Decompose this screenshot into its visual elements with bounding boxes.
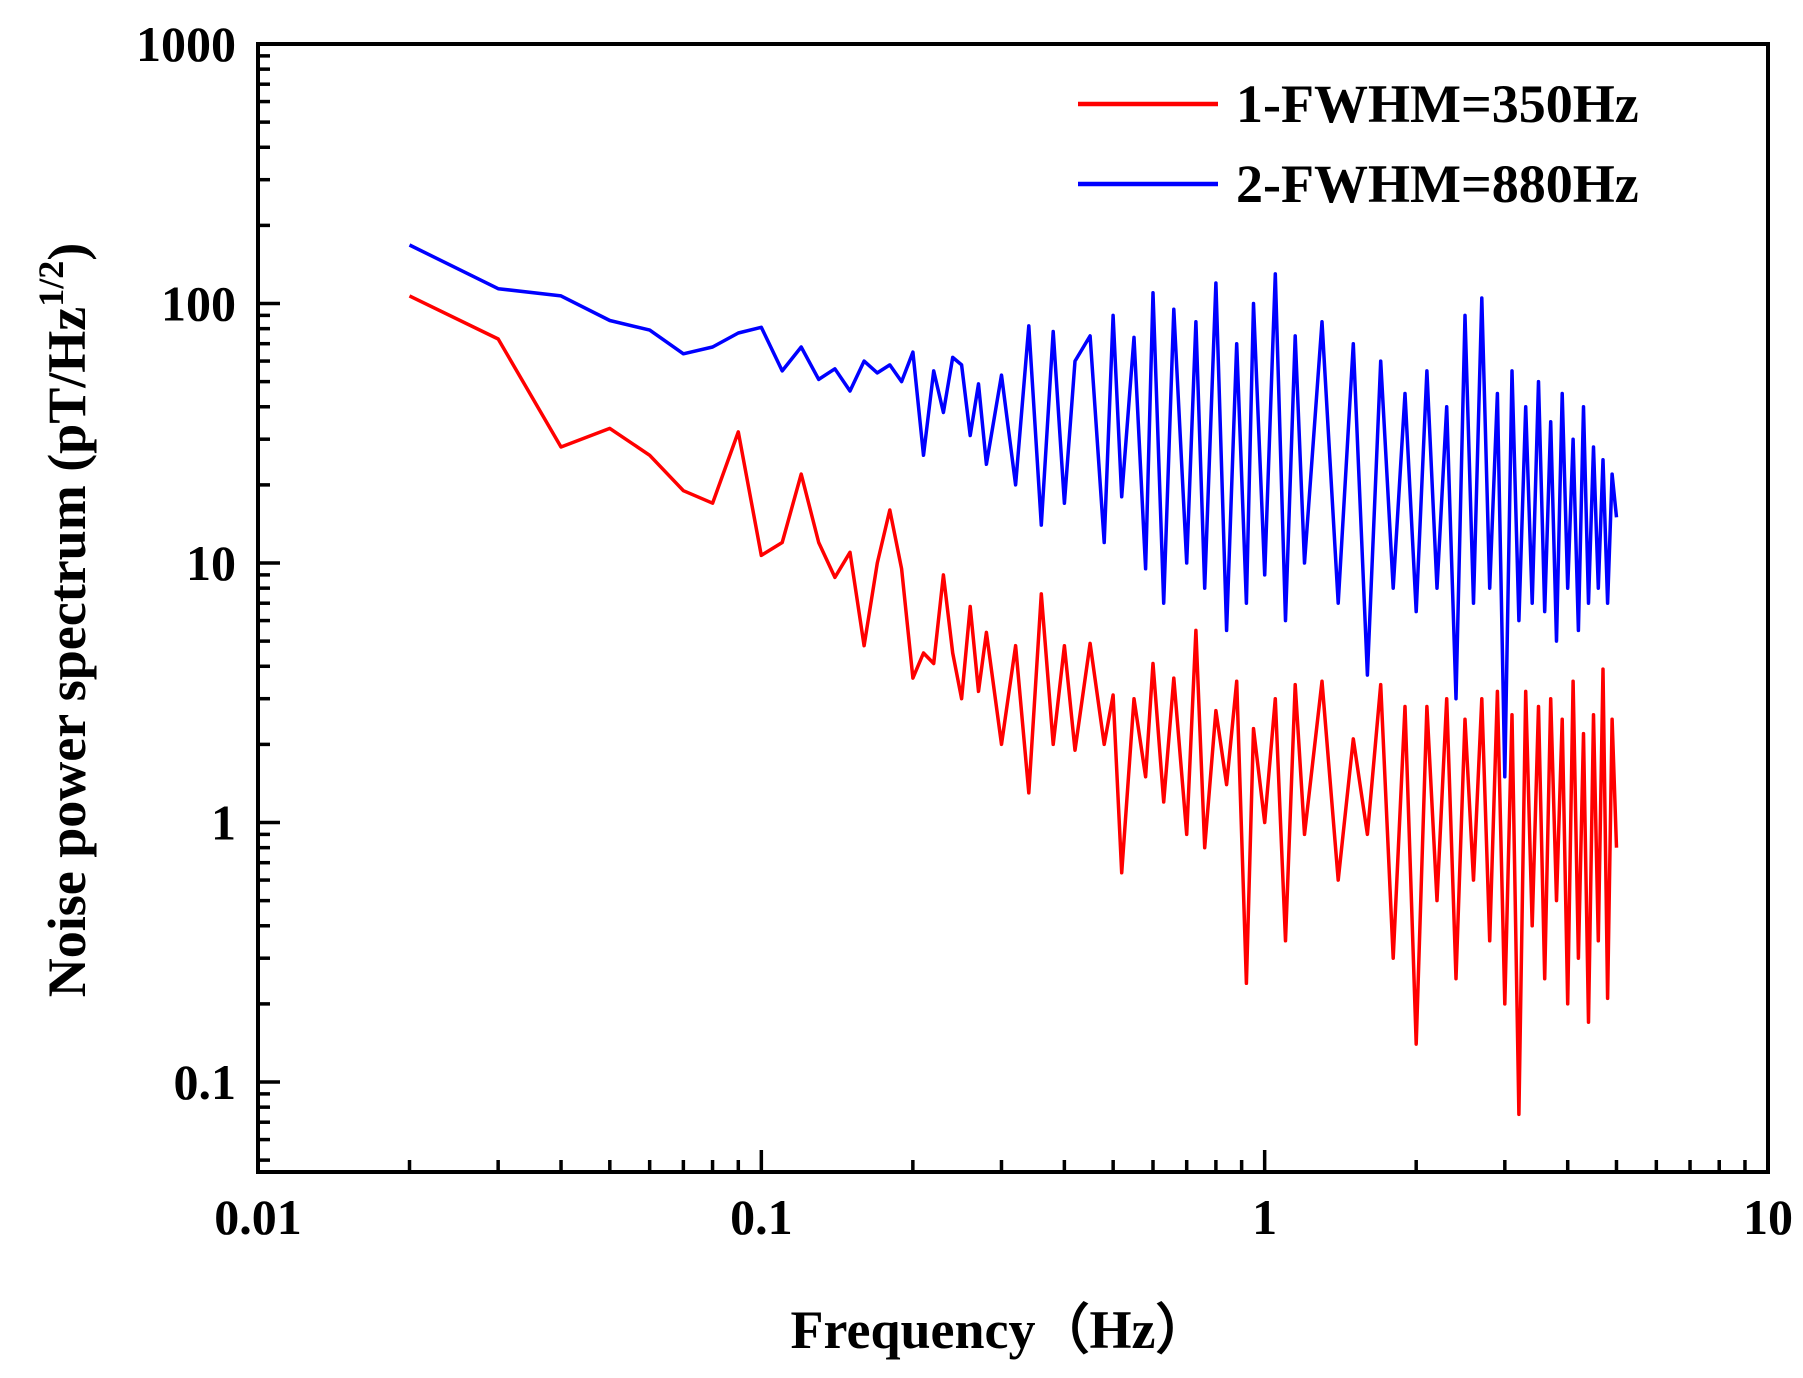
- plot-frame: [256, 42, 1770, 1174]
- x-tick-label: 0.01: [214, 1189, 302, 1245]
- y-axis-title-close: ): [37, 243, 97, 261]
- y-axis-title: Noise power spectrum (pT/Hz1/2): [31, 243, 97, 997]
- y-tick-label: 0.1: [174, 1054, 237, 1110]
- series-line-1: [408, 294, 1619, 1117]
- y-axis-title-superscript: 1/2: [31, 261, 71, 307]
- x-tick-label: 1: [1252, 1189, 1277, 1245]
- y-tick-label: 1000: [136, 16, 236, 72]
- y-tick-label: 1: [211, 795, 236, 851]
- y-tick-label: 10: [186, 535, 236, 591]
- y-axis-title-main: Noise power spectrum (pT/Hz: [37, 307, 97, 997]
- x-axis-title: Frequency（Hz）: [791, 1300, 1210, 1360]
- series-line-2: [408, 243, 1619, 779]
- x-tick-label: 0.1: [730, 1189, 793, 1245]
- legend: 1-FWHM=350Hz 2-FWHM=880Hz: [1078, 74, 1639, 214]
- legend-label-2: 2-FWHM=880Hz: [1236, 154, 1639, 214]
- legend-label-1: 1-FWHM=350Hz: [1236, 74, 1639, 134]
- x-tick-label: 10: [1743, 1189, 1793, 1245]
- y-tick-label: 100: [161, 276, 236, 332]
